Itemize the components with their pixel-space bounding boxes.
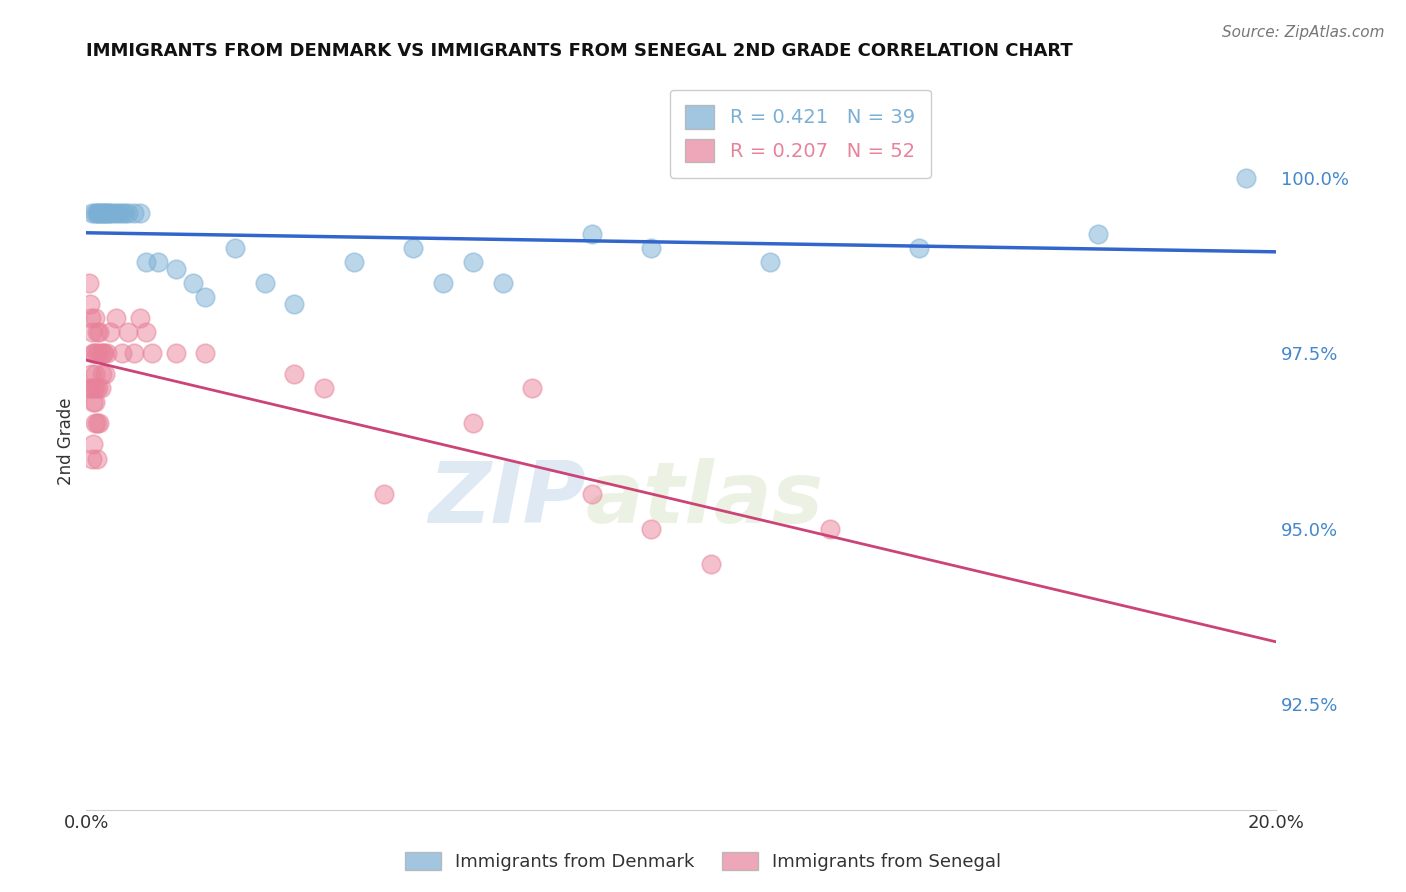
Point xyxy=(94,368,117,382)
Point xyxy=(82,451,104,466)
Point xyxy=(79,297,101,311)
Point xyxy=(117,206,139,220)
Point xyxy=(87,381,110,395)
Point xyxy=(314,381,336,395)
Point xyxy=(82,325,104,339)
Point xyxy=(194,346,217,360)
Point xyxy=(90,206,112,220)
Point xyxy=(80,368,103,382)
Point xyxy=(89,417,111,431)
Y-axis label: 2nd Grade: 2nd Grade xyxy=(58,397,75,484)
Point xyxy=(194,290,217,304)
Legend: Immigrants from Denmark, Immigrants from Senegal: Immigrants from Denmark, Immigrants from… xyxy=(398,845,1008,879)
Point xyxy=(492,276,515,290)
Point xyxy=(146,255,169,269)
Point xyxy=(105,206,128,220)
Point xyxy=(93,346,115,360)
Point xyxy=(224,241,246,255)
Point xyxy=(759,255,782,269)
Point xyxy=(283,297,305,311)
Point xyxy=(77,276,100,290)
Point xyxy=(402,241,425,255)
Point xyxy=(86,451,108,466)
Point xyxy=(82,437,104,451)
Point xyxy=(141,346,163,360)
Point xyxy=(111,206,134,220)
Point xyxy=(908,241,931,255)
Point xyxy=(89,325,111,339)
Point xyxy=(461,255,484,269)
Point xyxy=(82,346,104,360)
Point xyxy=(91,206,114,220)
Point xyxy=(128,311,150,326)
Point xyxy=(77,381,100,395)
Point xyxy=(87,346,110,360)
Point xyxy=(89,206,111,220)
Point xyxy=(165,346,187,360)
Point xyxy=(1234,170,1257,185)
Point xyxy=(461,417,484,431)
Point xyxy=(432,276,454,290)
Point xyxy=(80,311,103,326)
Point xyxy=(94,206,117,220)
Point xyxy=(96,206,118,220)
Point xyxy=(114,206,136,220)
Point xyxy=(82,395,104,409)
Point xyxy=(84,417,107,431)
Point xyxy=(82,206,104,220)
Point xyxy=(1087,227,1109,241)
Point xyxy=(700,557,723,571)
Point xyxy=(84,368,107,382)
Point xyxy=(87,206,110,220)
Point xyxy=(253,276,276,290)
Point xyxy=(83,381,105,395)
Point xyxy=(86,325,108,339)
Point xyxy=(122,206,145,220)
Point xyxy=(86,381,108,395)
Point xyxy=(98,325,121,339)
Point xyxy=(183,276,205,290)
Point xyxy=(91,368,114,382)
Point xyxy=(93,206,115,220)
Legend: R = 0.421   N = 39, R = 0.207   N = 52: R = 0.421 N = 39, R = 0.207 N = 52 xyxy=(669,89,931,178)
Point xyxy=(105,311,128,326)
Point xyxy=(90,346,112,360)
Point xyxy=(581,227,603,241)
Point xyxy=(135,255,157,269)
Point xyxy=(83,346,105,360)
Point xyxy=(640,522,662,536)
Point xyxy=(90,381,112,395)
Point xyxy=(84,395,107,409)
Point xyxy=(82,381,104,395)
Point xyxy=(122,346,145,360)
Point xyxy=(373,486,395,500)
Point xyxy=(84,206,107,220)
Point xyxy=(98,206,121,220)
Point xyxy=(86,206,108,220)
Text: IMMIGRANTS FROM DENMARK VS IMMIGRANTS FROM SENEGAL 2ND GRADE CORRELATION CHART: IMMIGRANTS FROM DENMARK VS IMMIGRANTS FR… xyxy=(86,42,1073,60)
Text: atlas: atlas xyxy=(586,458,824,541)
Point xyxy=(818,522,841,536)
Point xyxy=(84,311,107,326)
Point xyxy=(86,346,108,360)
Point xyxy=(96,346,118,360)
Point xyxy=(128,206,150,220)
Point xyxy=(86,417,108,431)
Point xyxy=(343,255,366,269)
Point xyxy=(117,325,139,339)
Point xyxy=(108,206,131,220)
Point xyxy=(522,381,544,395)
Point xyxy=(135,325,157,339)
Point xyxy=(111,346,134,360)
Point xyxy=(283,368,305,382)
Point xyxy=(97,206,120,220)
Text: Source: ZipAtlas.com: Source: ZipAtlas.com xyxy=(1222,25,1385,40)
Point xyxy=(640,241,662,255)
Point xyxy=(101,206,124,220)
Point xyxy=(91,346,114,360)
Text: ZIP: ZIP xyxy=(429,458,586,541)
Point xyxy=(165,262,187,277)
Point xyxy=(581,486,603,500)
